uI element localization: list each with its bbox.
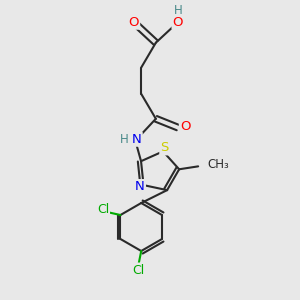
Text: CH₃: CH₃ bbox=[207, 158, 229, 171]
Text: O: O bbox=[180, 120, 190, 133]
Text: N: N bbox=[132, 133, 142, 146]
Text: Cl: Cl bbox=[132, 263, 144, 277]
Text: H: H bbox=[120, 133, 129, 146]
Text: O: O bbox=[172, 16, 183, 29]
Text: O: O bbox=[129, 16, 139, 29]
Text: S: S bbox=[160, 141, 169, 154]
Text: Cl: Cl bbox=[97, 203, 109, 216]
Text: H: H bbox=[173, 4, 182, 17]
Text: N: N bbox=[135, 180, 145, 193]
